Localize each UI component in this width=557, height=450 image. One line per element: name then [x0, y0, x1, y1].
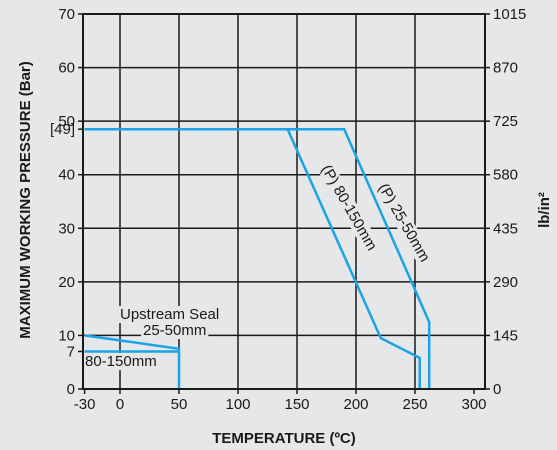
series-line-1	[84, 127, 421, 389]
x-tick-label: 0	[116, 396, 124, 413]
y-right-tick-label: 435	[493, 220, 518, 237]
x-tick-label: 100	[225, 396, 250, 413]
x-tick-label: 250	[402, 396, 427, 413]
annotation-upstream-seal: Upstream Seal	[120, 306, 219, 323]
series-lines	[84, 127, 431, 389]
y-tick-label: 70	[58, 6, 75, 23]
annotation-background	[118, 306, 222, 323]
y-tick-label: 0	[67, 381, 75, 398]
y-right-tick-label: 1015	[493, 6, 526, 23]
y-tick-label: 30	[58, 220, 75, 237]
y-tick-label: 50	[58, 113, 75, 130]
annotation-background	[373, 178, 435, 267]
x-tick-label: 150	[284, 396, 309, 413]
y-tick-label: 40	[58, 167, 75, 184]
x-tick-label: 50	[171, 396, 188, 413]
annotation-background	[316, 160, 382, 256]
annotation-upstream-80-150mm: 80-150mm	[85, 353, 157, 370]
annotation-background	[141, 322, 209, 339]
x-axis-title: TEMPERATURE (ºC)	[212, 430, 356, 447]
y-axis-right-title: lb/in²	[536, 192, 553, 228]
series-line-2	[84, 334, 181, 389]
y-axis-title: MAXIMUM WORKING PRESSURE (Bar)	[17, 61, 34, 339]
x-tick-label: 200	[343, 396, 368, 413]
annotation-upstream-25-50mm: 25-50mm	[143, 322, 206, 339]
y-right-tick-label: 290	[493, 274, 518, 291]
plot-frame	[82, 13, 486, 390]
y-right-tick-label: 725	[493, 113, 518, 130]
x-tick-label: -30	[74, 396, 96, 413]
grid	[83, 14, 485, 389]
annotation-background	[83, 353, 159, 370]
y-tick-label: 10	[58, 327, 75, 344]
y-tick-label: 20	[58, 274, 75, 291]
y-right-tick-label: 580	[493, 167, 518, 184]
annotation-backgrounds	[83, 160, 435, 370]
y-tick-label: 7	[67, 344, 75, 361]
y-tick-label: [49]	[50, 121, 75, 138]
y-tick-label: 60	[58, 60, 75, 77]
tick-labels: -30 0 50 100 150 200 250 3000710203040[49]50607…	[50, 6, 526, 413]
x-tick-label: 300	[461, 396, 486, 413]
y-right-tick-label: 0	[493, 381, 501, 398]
y-right-tick-label: 145	[493, 327, 518, 344]
y-right-tick-label: 870	[493, 60, 518, 77]
